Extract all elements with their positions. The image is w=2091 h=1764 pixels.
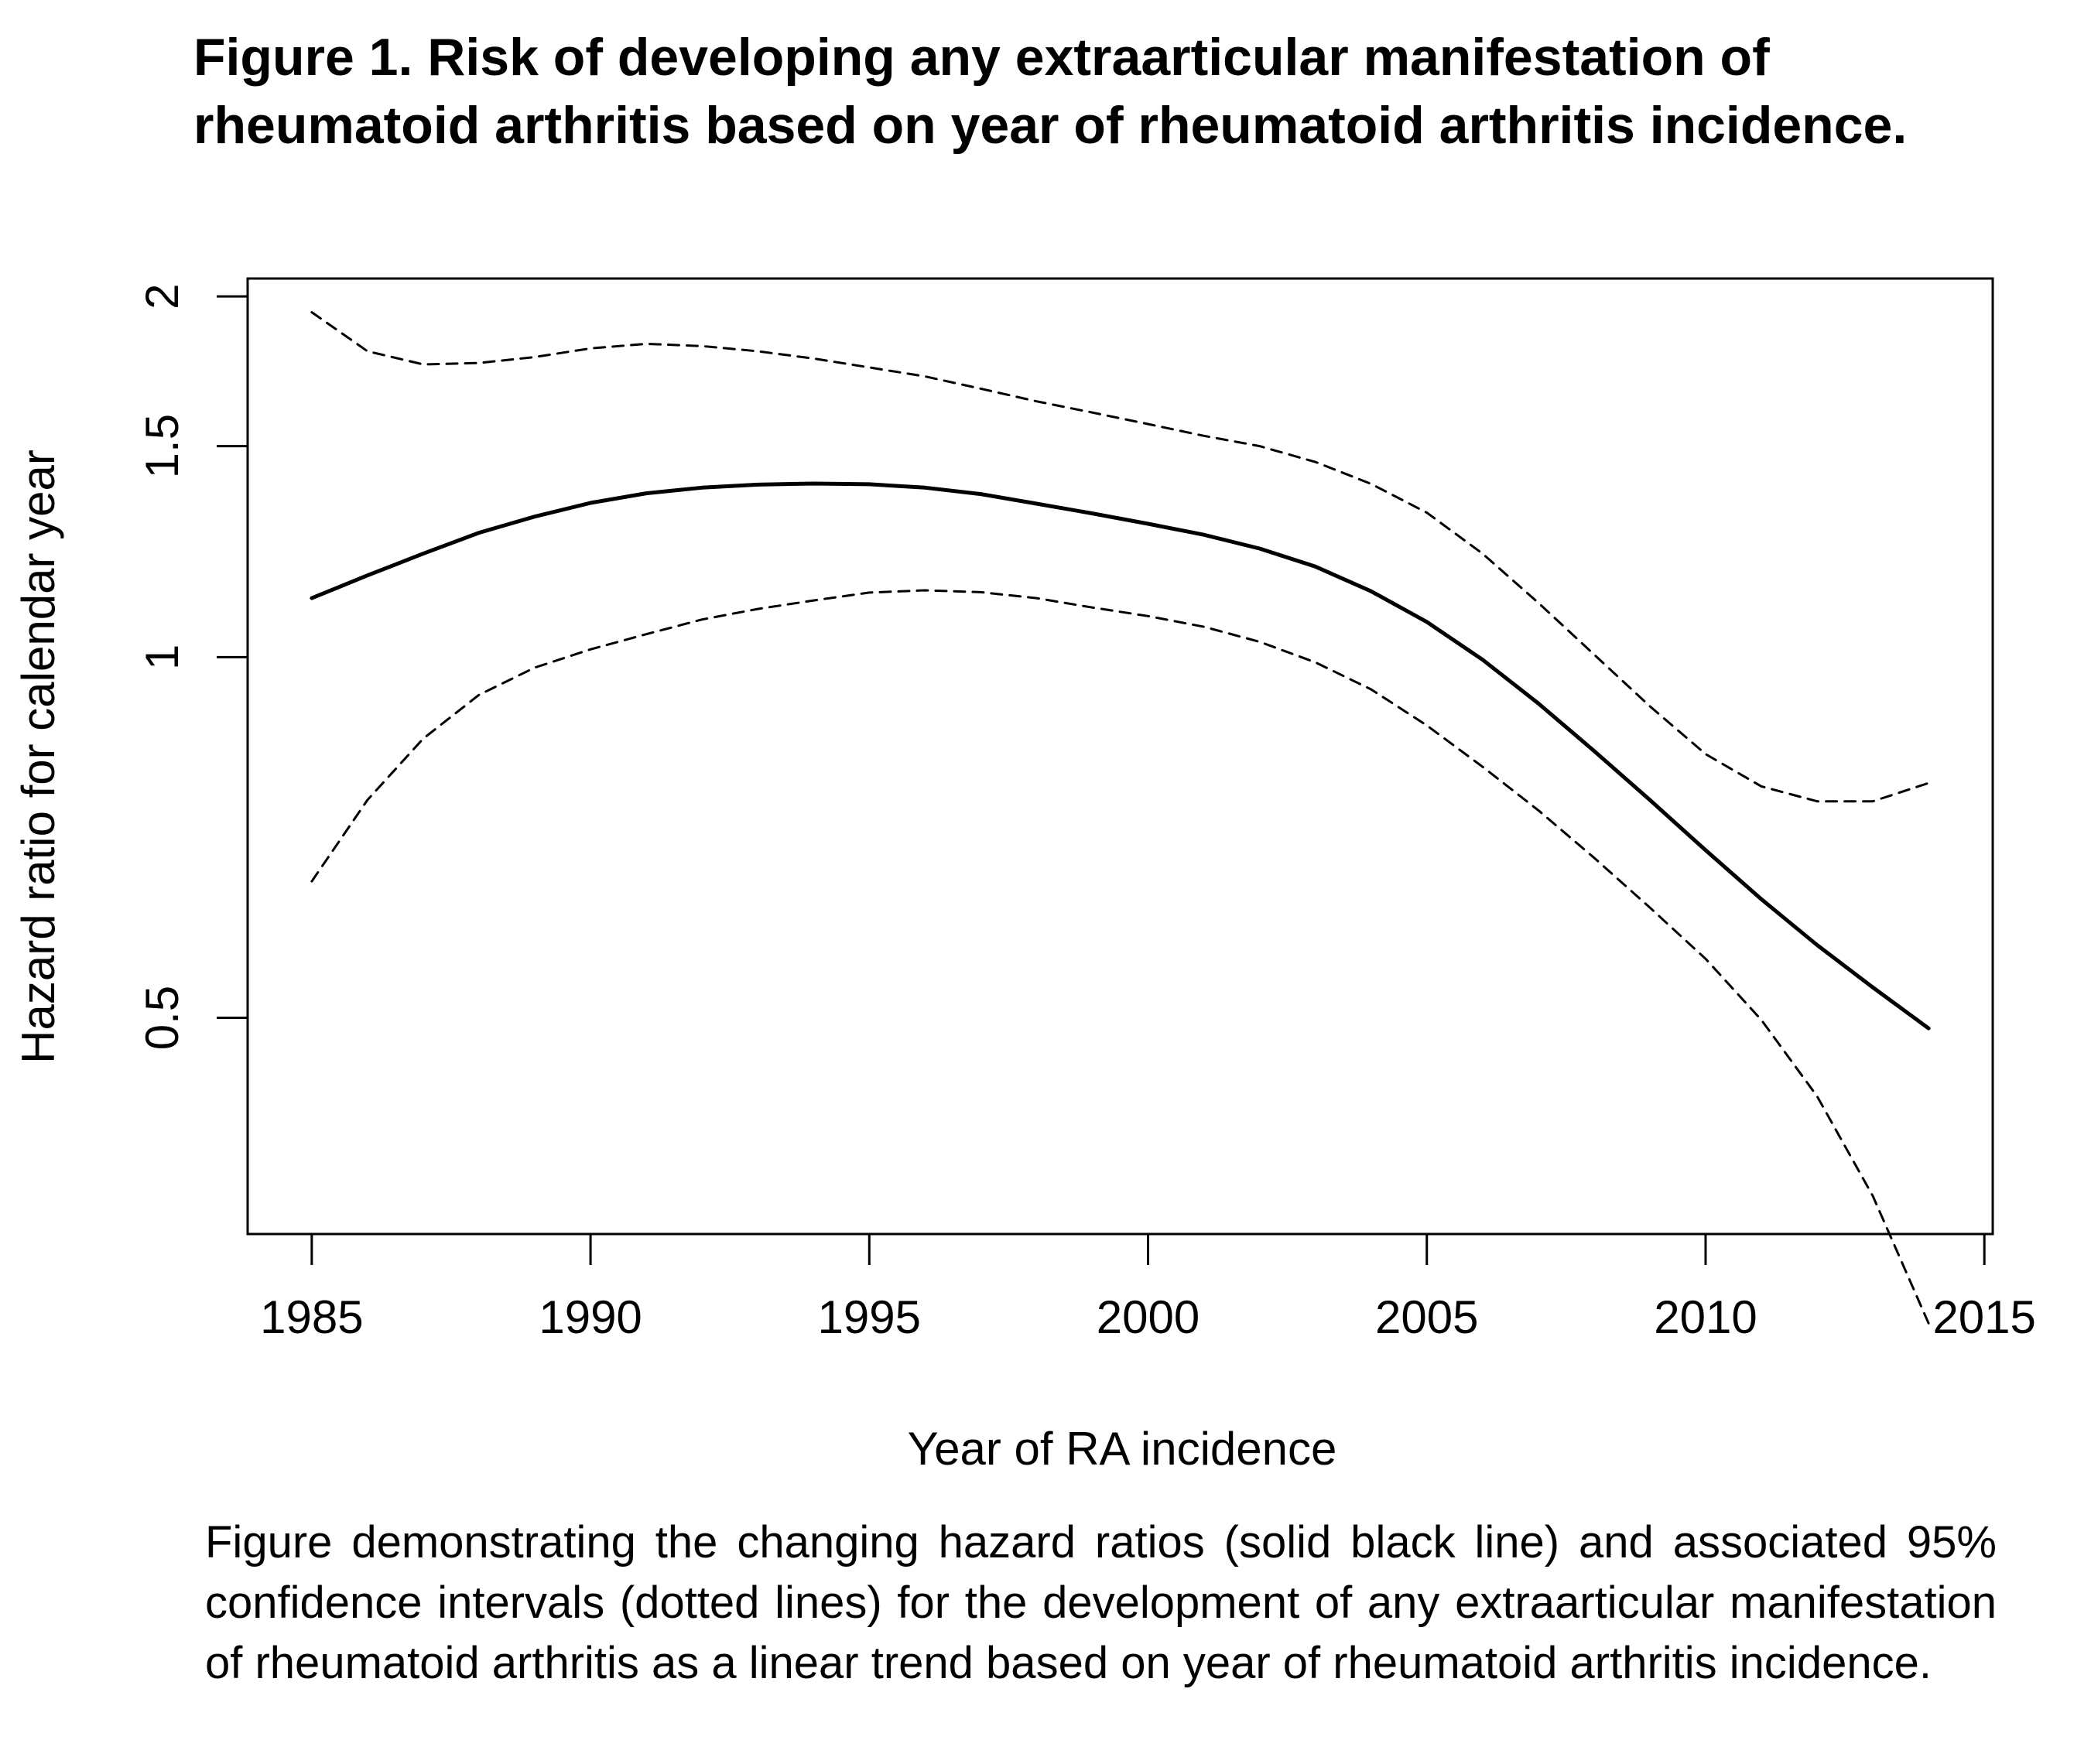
hazard-ratio-line: [310, 481, 1931, 1031]
line-chart: 1985 1990 1995 2000 2005 2010 2015 0.5 1 1.5 2 Ye…: [12, 277, 2036, 1475]
plot-frame: [246, 277, 1994, 1236]
upper-ci-line: [310, 311, 1930, 803]
x-tick-label-1990: 1990: [539, 1291, 642, 1343]
y-tick-label-3: 2: [136, 283, 188, 309]
y-tick-label-1: 1: [136, 644, 188, 670]
x-tick-label-1985: 1985: [260, 1291, 363, 1343]
y-axis: 0.5 1 1.5 2: [136, 283, 249, 1050]
figure-caption: Figure demonstrating the changing hazard…: [205, 1517, 1997, 1688]
y-tick-label-2: 1.5: [136, 414, 188, 478]
x-tick-label-2015: 2015: [1932, 1291, 2035, 1343]
x-tick-label-1995: 1995: [818, 1291, 921, 1343]
y-tick-label-0: 0.5: [136, 986, 188, 1050]
x-tick-label-2000: 2000: [1097, 1291, 1200, 1343]
x-axis: 1985 1990 1995 2000 2005 2010 2015: [260, 1232, 2036, 1343]
series-layer: [310, 311, 1931, 1325]
figure-title: Figure 1. Risk of developing any extraar…: [193, 28, 1908, 155]
lower-ci-line: [310, 589, 1930, 1325]
x-tick-label-2010: 2010: [1654, 1291, 1757, 1343]
x-tick-label-2005: 2005: [1375, 1291, 1478, 1343]
x-axis-label: Year of RA incidence: [908, 1423, 1337, 1475]
y-axis-label: Hazard ratio for calendar year: [12, 450, 64, 1064]
